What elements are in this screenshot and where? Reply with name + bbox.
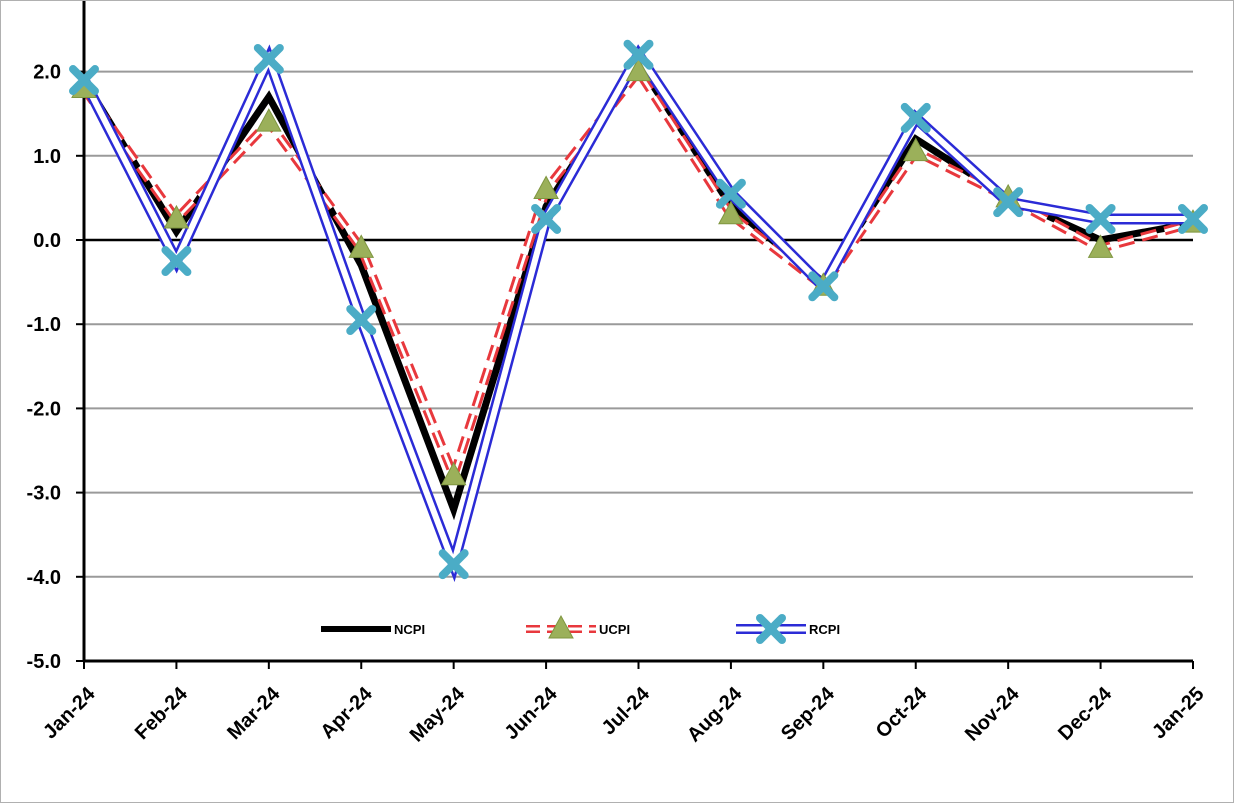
data-point-rcpi xyxy=(1085,203,1116,234)
legend-marker xyxy=(548,614,574,639)
data-point-ucpi xyxy=(163,204,190,229)
x-tick-label: Aug-24 xyxy=(683,682,747,746)
x-tick-label: May-24 xyxy=(406,682,470,746)
y-tick-label: 2.0 xyxy=(33,62,61,84)
y-tick-label: -2.0 xyxy=(27,398,61,420)
tick-labels: -5.0 -4.0 -3.0 -2.0 -1.0 0.0 1.0 2.0 Jan-24 Feb-2… xyxy=(27,62,1209,747)
series-line-inner-rcpi xyxy=(81,49,1193,574)
y-tick-label: 1.0 xyxy=(33,146,61,168)
y-tick-label: -5.0 xyxy=(27,651,61,673)
legend-label: RCPI xyxy=(809,622,840,637)
data-point-ucpi xyxy=(533,175,559,199)
data-point-ucpi xyxy=(625,57,652,82)
x-tick-label: Jan-24 xyxy=(39,682,100,743)
data-point-rcpi xyxy=(623,39,654,70)
y-tick-label: -4.0 xyxy=(27,567,61,589)
x-marker-stroke xyxy=(1085,203,1116,234)
legend-item-ncpi: NCPI xyxy=(321,622,425,637)
data-point-ucpi xyxy=(440,461,467,486)
x-marker-stroke xyxy=(438,549,469,580)
legend-label: UCPI xyxy=(599,622,630,637)
data-point-rcpi xyxy=(715,178,746,209)
data-point-rcpi xyxy=(531,203,562,234)
legend: NCPI UCPI RCPI xyxy=(321,614,840,644)
data-point-ucpi xyxy=(718,200,744,225)
x-marker-stroke xyxy=(808,271,839,302)
data-point-ucpi xyxy=(348,234,375,258)
x-marker-stroke xyxy=(69,65,99,96)
data-point-rcpi xyxy=(161,246,192,277)
x-tick-label: Sep-24 xyxy=(777,682,840,745)
x-marker-stroke xyxy=(1178,203,1208,234)
data-point-rcpi xyxy=(900,102,931,133)
data-point-rcpi xyxy=(1178,203,1208,234)
x-marker-stroke xyxy=(623,39,654,70)
x-tick-label: Jul-24 xyxy=(598,682,655,739)
x-tick-label: Feb-24 xyxy=(131,682,193,744)
x-marker-stroke xyxy=(715,178,746,209)
x-marker-stroke xyxy=(993,187,1024,218)
x-marker-stroke xyxy=(900,102,931,133)
data-point-rcpi xyxy=(69,65,99,96)
series-line-ncpi xyxy=(81,56,1194,521)
x-tick-label: Dec-24 xyxy=(1054,682,1117,745)
y-tick-label: 0.0 xyxy=(33,230,61,252)
series-line-inner-ucpi xyxy=(82,69,1194,481)
data-point-rcpi xyxy=(993,187,1024,218)
data-point-ucpi xyxy=(902,137,929,162)
x-tick-label: Jun-24 xyxy=(500,682,562,744)
legend-item-rcpi: RCPI xyxy=(736,614,840,644)
x-marker-stroke xyxy=(531,203,562,234)
legend-marker xyxy=(756,614,786,644)
x-tick-label: Apr-24 xyxy=(316,682,377,743)
data-point-ucpi xyxy=(255,108,282,132)
data-point-rcpi xyxy=(438,549,469,580)
series-markers xyxy=(69,39,1208,580)
y-tick-label: -1.0 xyxy=(27,314,61,336)
axes xyxy=(76,1,1194,669)
x-marker-stroke xyxy=(253,43,284,74)
data-point-ucpi xyxy=(1087,234,1114,258)
data-point-rcpi xyxy=(253,43,284,74)
x-marker-stroke xyxy=(346,304,377,335)
x-tick-label: Mar-24 xyxy=(223,682,285,744)
x-marker-stroke xyxy=(161,246,192,277)
series-line-rcpi xyxy=(79,44,1193,583)
legend-label: NCPI xyxy=(394,622,425,637)
y-tick-label: -3.0 xyxy=(27,483,61,505)
legend-item-ucpi: UCPI xyxy=(526,614,630,639)
data-point-rcpi xyxy=(346,304,377,335)
x-tick-label: Oct-24 xyxy=(872,682,932,742)
x-marker-stroke xyxy=(756,614,786,644)
data-point-rcpi xyxy=(808,271,839,302)
x-tick-label: Jan-25 xyxy=(1148,683,1208,743)
x-tick-label: Nov-24 xyxy=(961,682,1024,745)
series-lines xyxy=(79,44,1195,583)
series-line-ucpi xyxy=(80,63,1195,489)
gridlines xyxy=(84,70,1193,578)
